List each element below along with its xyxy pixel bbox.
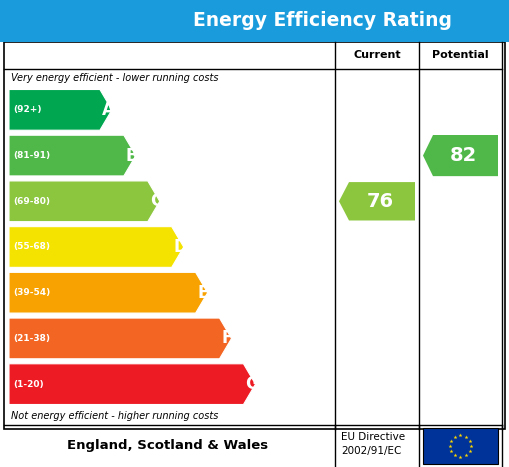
Polygon shape bbox=[9, 181, 160, 222]
Polygon shape bbox=[9, 272, 208, 313]
Text: Very energy efficient - lower running costs: Very energy efficient - lower running co… bbox=[11, 73, 218, 83]
Text: 82: 82 bbox=[450, 146, 477, 165]
Text: (69-80): (69-80) bbox=[13, 197, 50, 206]
Text: (81-91): (81-91) bbox=[13, 151, 50, 160]
Bar bbox=[4, 42, 505, 429]
Text: (39-54): (39-54) bbox=[13, 288, 50, 297]
Text: EU Directive
2002/91/EC: EU Directive 2002/91/EC bbox=[341, 432, 405, 456]
Polygon shape bbox=[9, 364, 256, 404]
Polygon shape bbox=[9, 226, 184, 267]
Text: B: B bbox=[126, 147, 138, 164]
Text: 76: 76 bbox=[366, 192, 393, 211]
Bar bbox=[0, 0, 509, 42]
Text: England, Scotland & Wales: England, Scotland & Wales bbox=[67, 439, 268, 453]
Polygon shape bbox=[423, 135, 498, 176]
Bar bbox=[423, 428, 498, 464]
Polygon shape bbox=[9, 318, 232, 359]
Polygon shape bbox=[9, 135, 136, 176]
Text: (21-38): (21-38) bbox=[13, 334, 50, 343]
Text: E: E bbox=[197, 284, 209, 302]
Text: Potential: Potential bbox=[432, 50, 489, 61]
Text: Current: Current bbox=[353, 50, 401, 61]
Text: F: F bbox=[221, 329, 233, 347]
Polygon shape bbox=[9, 90, 112, 130]
Text: (92+): (92+) bbox=[13, 106, 42, 114]
Text: C: C bbox=[150, 192, 162, 210]
Text: G: G bbox=[245, 375, 259, 393]
Text: D: D bbox=[174, 238, 187, 256]
Text: (55-68): (55-68) bbox=[13, 242, 50, 252]
Text: Energy Efficiency Rating: Energy Efficiency Rating bbox=[193, 12, 453, 30]
Polygon shape bbox=[339, 182, 415, 220]
Text: A: A bbox=[102, 101, 115, 119]
Text: (1-20): (1-20) bbox=[13, 380, 44, 389]
Text: Not energy efficient - higher running costs: Not energy efficient - higher running co… bbox=[11, 411, 218, 421]
